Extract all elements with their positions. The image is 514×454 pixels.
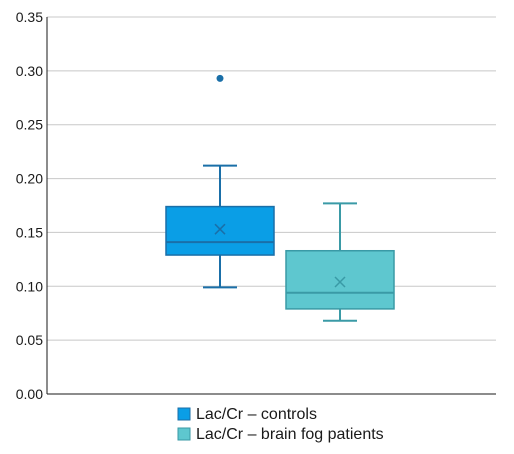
y-tick-label: 0.05 bbox=[16, 332, 43, 348]
legend-swatch bbox=[177, 427, 191, 441]
y-tick-label: 0.25 bbox=[16, 117, 43, 133]
outlier-point bbox=[216, 74, 224, 82]
box-series bbox=[165, 74, 275, 289]
y-tick-label: 0.35 bbox=[16, 9, 43, 25]
legend-label: Lac/Cr – controls bbox=[196, 406, 317, 423]
box-series-group bbox=[165, 74, 395, 322]
y-tick-label: 0.15 bbox=[16, 224, 43, 240]
mean-marker bbox=[214, 223, 226, 235]
legend: Lac/Cr – controls Lac/Cr – brain fog pati… bbox=[177, 406, 384, 443]
iqr-box bbox=[285, 249, 395, 310]
mean-marker bbox=[334, 276, 346, 288]
gridlines bbox=[47, 16, 496, 341]
y-axis-tick-labels: 0.00 0.05 0.10 0.15 0.20 0.25 0.30 0.35 bbox=[16, 9, 43, 402]
y-tick-label: 0.20 bbox=[16, 171, 43, 187]
y-tick-label: 0.00 bbox=[16, 386, 43, 402]
legend-swatch bbox=[177, 407, 191, 421]
legend-label: Lac/Cr – brain fog patients bbox=[196, 426, 384, 443]
iqr-box bbox=[165, 205, 275, 256]
y-tick-label: 0.30 bbox=[16, 63, 43, 79]
box-series bbox=[285, 202, 395, 322]
y-tick-label: 0.10 bbox=[16, 278, 43, 294]
